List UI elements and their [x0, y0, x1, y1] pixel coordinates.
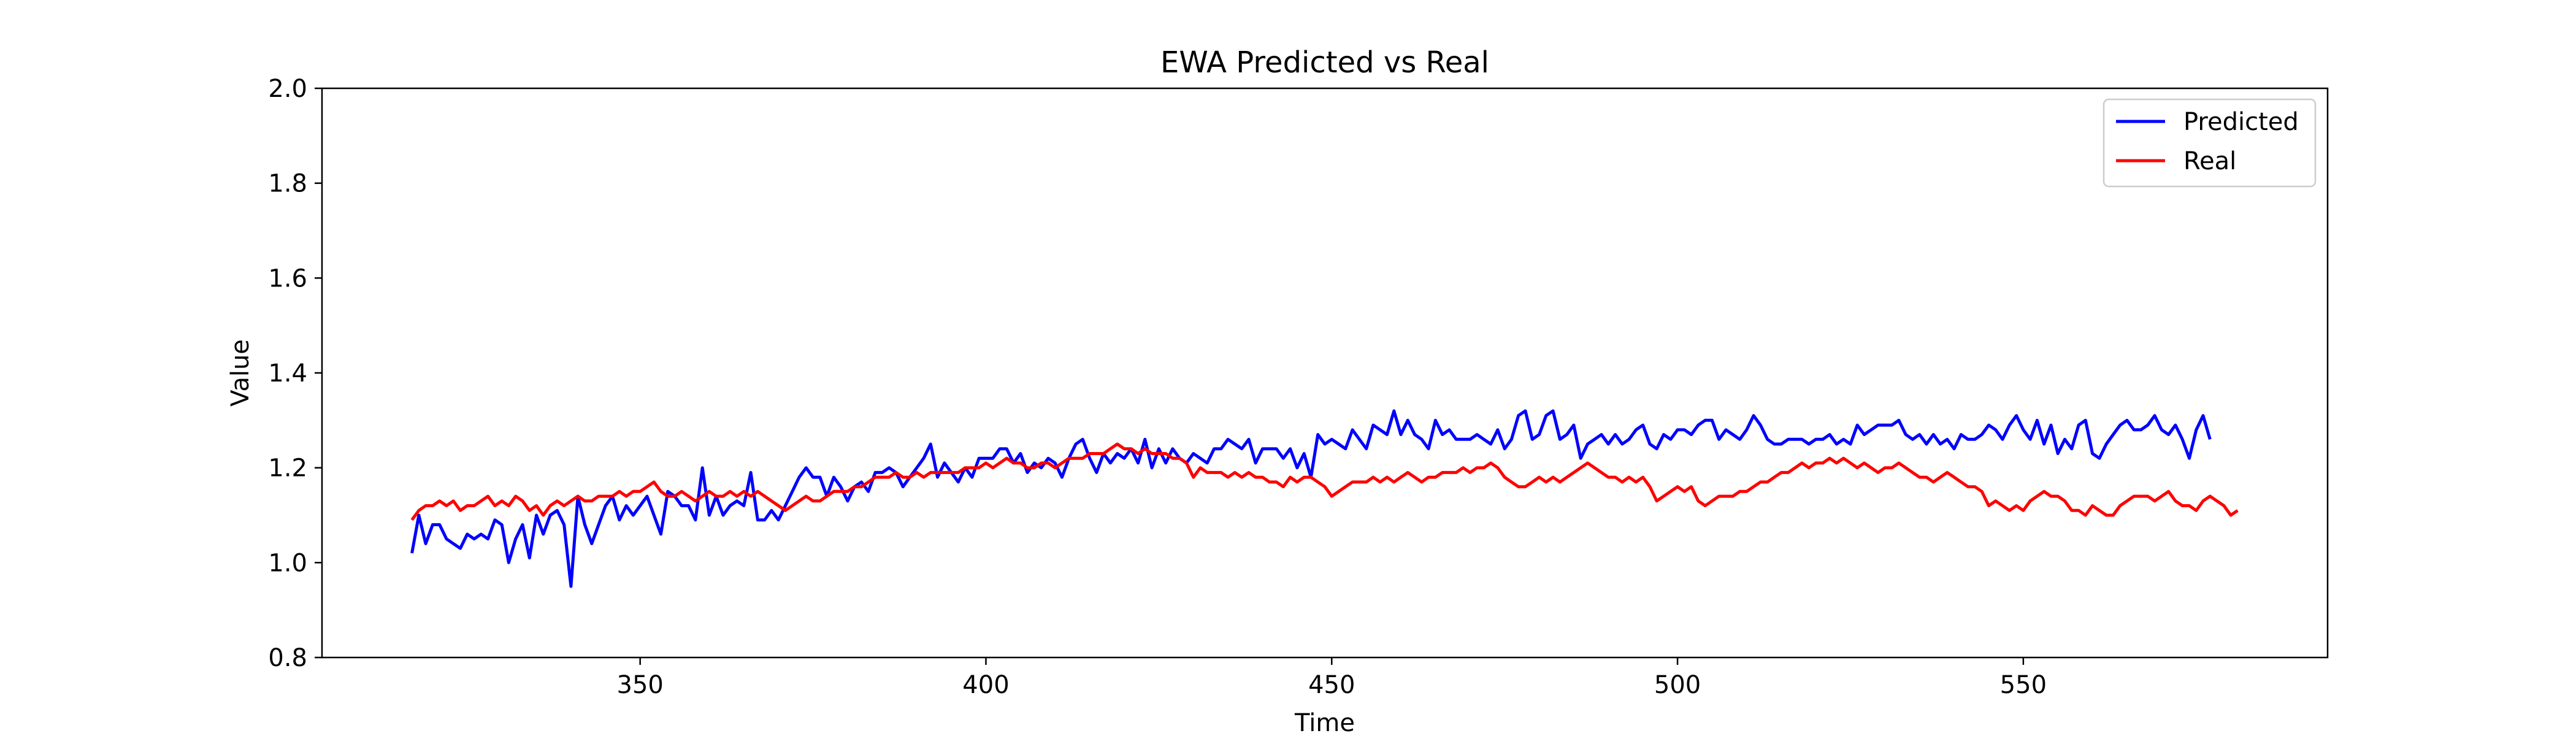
- x-tick-label: 350: [617, 671, 664, 699]
- y-axis-ticks: 0.8 1.0 1.2 1.4 1.6 1.8 2.0: [268, 75, 322, 672]
- x-tick-label: 400: [962, 671, 1009, 699]
- y-tick-label: 1.0: [268, 549, 307, 577]
- y-tick-label: 1.8: [268, 170, 307, 198]
- legend-label-real: Real: [2183, 147, 2236, 175]
- series-group: [410, 409, 2239, 588]
- legend: Predicted Real: [2103, 98, 2317, 188]
- legend-label-predicted: Predicted: [2183, 108, 2299, 136]
- chart-title: EWA Predicted vs Real: [1160, 45, 1489, 80]
- y-tick-label: 0.8: [268, 644, 307, 672]
- y-tick-label: 1.2: [268, 454, 307, 483]
- x-axis-ticks: 350 400 450 500 550: [617, 657, 2047, 699]
- x-tick-label: 550: [2000, 671, 2047, 699]
- y-tick-label: 1.6: [268, 264, 307, 293]
- series-line-real: [410, 442, 2239, 521]
- y-tick-label: 1.4: [268, 359, 307, 388]
- x-axis-label: Time: [1294, 709, 1355, 736]
- y-tick-label: 2.0: [268, 75, 307, 103]
- x-tick-label: 500: [1654, 671, 1701, 699]
- y-axis-label: Value: [226, 339, 255, 407]
- x-tick-label: 450: [1308, 671, 1355, 699]
